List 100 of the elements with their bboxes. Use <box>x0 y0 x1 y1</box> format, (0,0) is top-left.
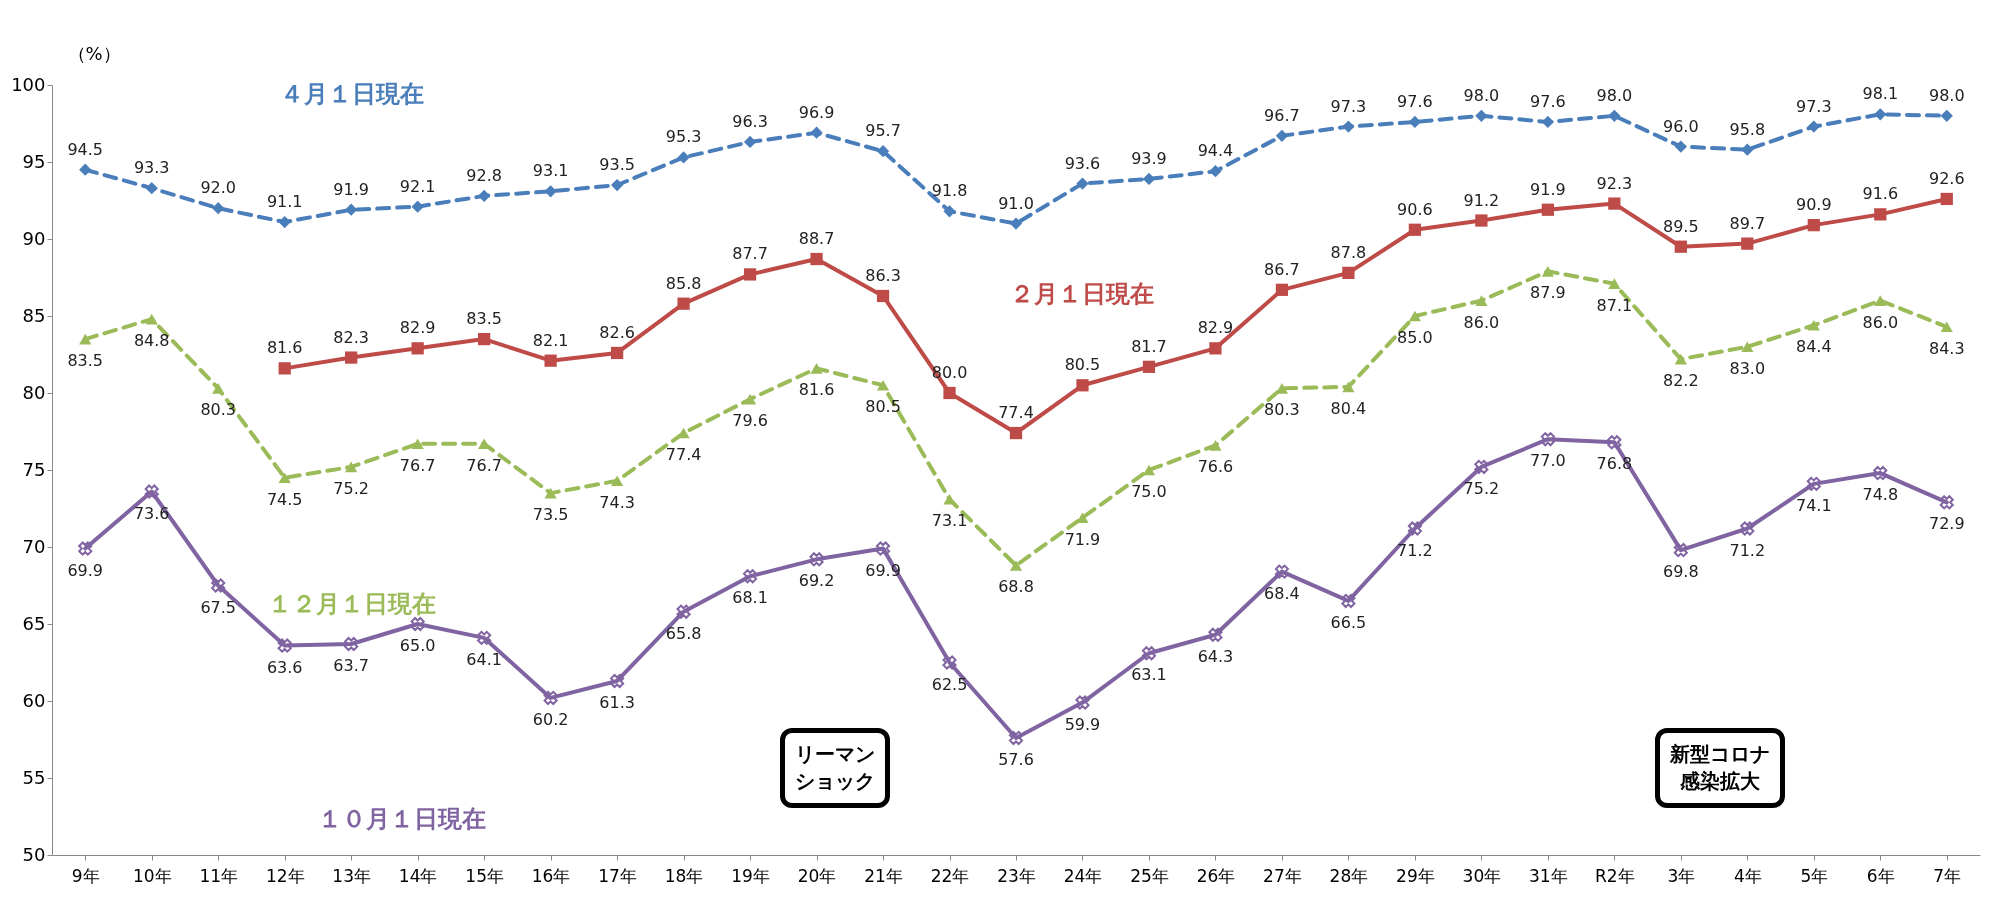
data-label: 83.0 <box>1729 358 1766 378</box>
y-tick-label: 90 <box>22 227 46 249</box>
y-tick-label: 60 <box>22 689 46 711</box>
x-tick-label: R2年 <box>1595 865 1635 886</box>
data-label: 89.5 <box>1663 216 1699 236</box>
point <box>278 362 291 375</box>
point <box>943 205 956 218</box>
x-tick-label: 24年 <box>1063 865 1103 886</box>
y-tick-label: 65 <box>22 612 46 634</box>
point <box>1475 214 1488 227</box>
point <box>410 616 425 632</box>
point <box>211 578 226 593</box>
point <box>1209 440 1222 451</box>
x-tick-label: 20年 <box>797 865 837 886</box>
data-label: 59.9 <box>1064 714 1101 734</box>
x-tick-label: 11年 <box>199 865 239 886</box>
point <box>411 342 424 355</box>
data-label: 66.5 <box>1330 612 1367 632</box>
data-label: 77.4 <box>998 403 1034 423</box>
point <box>1341 593 1356 608</box>
data-label: 82.9 <box>1197 318 1234 338</box>
data-label: 69.9 <box>67 560 104 580</box>
data-label: 91.9 <box>333 179 369 199</box>
x-tick-label: 13年 <box>332 865 371 886</box>
data-label: 72.9 <box>1928 514 1965 534</box>
data-label: 86.0 <box>1862 312 1899 332</box>
data-label: 68.8 <box>998 577 1034 597</box>
point <box>1275 283 1289 296</box>
point <box>810 252 823 266</box>
x-tick-label: 23年 <box>997 865 1036 886</box>
data-label: 80.5 <box>1064 355 1101 375</box>
point <box>1608 197 1621 210</box>
point <box>145 182 158 195</box>
x-tick-label: 30年 <box>1462 865 1502 886</box>
data-label: 80.5 <box>865 397 901 417</box>
data-label: 93.3 <box>133 158 170 178</box>
data-label: 77.0 <box>1530 451 1566 471</box>
data-label: 91.1 <box>266 192 303 212</box>
y-tick-label: 70 <box>22 535 46 557</box>
x-tick-label: 12年 <box>265 865 305 886</box>
point <box>1408 223 1422 236</box>
point <box>1939 495 1954 510</box>
data-label: 91.6 <box>1862 184 1899 204</box>
point <box>1874 295 1887 306</box>
point <box>1142 172 1156 186</box>
point <box>1342 266 1355 279</box>
data-label: 95.3 <box>665 127 702 147</box>
y-tick-label: 80 <box>22 381 46 403</box>
data-label: 63.6 <box>266 657 303 677</box>
text: ４月１日現在 <box>280 80 424 108</box>
y-tick-label: 50 <box>22 843 46 865</box>
data-label: 74.8 <box>1862 485 1899 505</box>
data-label: 86.7 <box>1264 259 1300 279</box>
data-label: 67.5 <box>200 597 237 617</box>
data-label: 73.5 <box>532 505 569 525</box>
point <box>344 636 359 652</box>
data-label: 94.4 <box>1197 141 1234 161</box>
x-tick-label: 4年 <box>1733 865 1762 886</box>
x-tick-label: 26年 <box>1196 865 1236 886</box>
point <box>1874 108 1887 121</box>
data-label: 87.1 <box>1596 295 1633 315</box>
point <box>1674 140 1687 153</box>
data-label: 74.1 <box>1795 495 1832 515</box>
point <box>79 163 92 176</box>
point <box>1475 109 1488 122</box>
data-label: 84.4 <box>1795 337 1832 357</box>
point <box>411 438 424 450</box>
data-label: 90.9 <box>1795 195 1832 215</box>
data-label: 80.3 <box>1264 400 1300 420</box>
x-tick-label: 28年 <box>1329 865 1369 886</box>
point <box>876 289 890 303</box>
x-tick-label: 19年 <box>731 865 770 886</box>
point <box>1142 464 1156 476</box>
point <box>1274 564 1289 579</box>
data-label: 98.0 <box>1928 85 1965 105</box>
x-tick-label: 5年 <box>1800 865 1829 886</box>
point <box>544 487 557 499</box>
x-tick-label: 31年 <box>1529 865 1568 886</box>
data-label: 75.0 <box>1131 482 1167 501</box>
data-label: 96.3 <box>732 111 768 131</box>
point <box>875 541 891 556</box>
point <box>743 135 757 149</box>
data-label: 97.3 <box>1330 96 1367 116</box>
point <box>1540 432 1555 447</box>
data-label: 86.0 <box>1463 312 1500 332</box>
x-tick-label: 16年 <box>531 865 571 886</box>
point <box>1208 627 1223 642</box>
data-label: 85.8 <box>665 273 702 293</box>
data-label: 89.7 <box>1729 213 1766 233</box>
data-label: 93.6 <box>1064 153 1101 173</box>
data-label: 87.8 <box>1330 242 1367 262</box>
point <box>1807 219 1820 232</box>
data-label: 71.2 <box>1729 540 1766 560</box>
point <box>677 151 690 164</box>
x-tick-label: 6年 <box>1866 865 1895 886</box>
point <box>1807 319 1820 331</box>
point <box>743 268 757 281</box>
data-label: 74.5 <box>266 489 303 509</box>
point <box>1408 310 1422 322</box>
data-label: 80.4 <box>1330 398 1367 418</box>
